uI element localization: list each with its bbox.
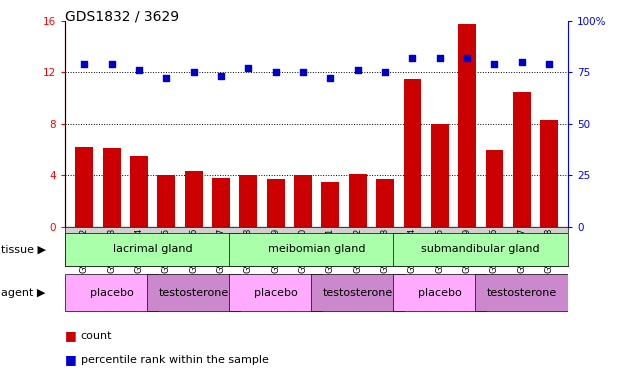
Bar [311, 274, 404, 311]
Point [489, 61, 499, 67]
Text: lacrimal gland: lacrimal gland [113, 244, 193, 254]
Bar [103, 148, 120, 227]
Text: placebo: placebo [254, 288, 297, 297]
Bar [158, 176, 175, 227]
Text: ■: ■ [65, 354, 77, 366]
Point [353, 67, 363, 73]
Text: GSM91250: GSM91250 [299, 228, 307, 273]
Point [216, 74, 226, 80]
Bar [294, 176, 312, 227]
Text: GSM91259: GSM91259 [463, 228, 471, 273]
Point [517, 59, 527, 65]
Text: GSM91244: GSM91244 [135, 228, 143, 273]
Point [298, 69, 308, 75]
Bar [147, 274, 240, 311]
Point [107, 61, 117, 67]
Text: GDS1832 / 3629: GDS1832 / 3629 [65, 9, 179, 23]
Bar [229, 232, 404, 266]
Text: agent ▶: agent ▶ [1, 288, 45, 297]
Text: GSM91257: GSM91257 [517, 228, 526, 273]
Point [435, 55, 445, 61]
Text: submandibular gland: submandibular gland [422, 244, 540, 254]
Text: ■: ■ [65, 329, 77, 342]
Text: testosterone: testosterone [158, 288, 229, 297]
Text: GSM91245: GSM91245 [162, 228, 171, 273]
Bar [65, 232, 240, 266]
Bar [240, 176, 257, 227]
Bar [393, 232, 568, 266]
Text: GSM91242: GSM91242 [80, 228, 89, 273]
Text: GSM91243: GSM91243 [107, 228, 116, 273]
Bar [65, 274, 158, 311]
Point [380, 69, 390, 75]
Bar [475, 274, 568, 311]
Bar [229, 274, 322, 311]
Text: GSM91254: GSM91254 [408, 228, 417, 273]
Bar [212, 178, 230, 227]
Bar [486, 150, 503, 227]
Bar [513, 92, 530, 227]
Point [271, 69, 281, 75]
Point [189, 69, 199, 75]
Text: placebo: placebo [418, 288, 461, 297]
Bar [76, 147, 93, 227]
Bar [404, 79, 421, 227]
Bar [130, 156, 148, 227]
Bar [540, 120, 558, 227]
Point [407, 55, 417, 61]
Bar [349, 174, 366, 227]
Text: GSM91248: GSM91248 [244, 228, 253, 273]
Point [79, 61, 89, 67]
Text: count: count [81, 331, 112, 340]
Text: GSM91256: GSM91256 [490, 228, 499, 273]
Text: placebo: placebo [90, 288, 134, 297]
Bar [393, 274, 486, 311]
Point [243, 65, 253, 71]
Text: meibomian gland: meibomian gland [268, 244, 366, 254]
Text: GSM91247: GSM91247 [217, 228, 225, 273]
Bar [267, 179, 284, 227]
Text: percentile rank within the sample: percentile rank within the sample [81, 355, 269, 365]
Text: GSM91251: GSM91251 [326, 228, 335, 273]
Point [161, 75, 171, 81]
Point [544, 61, 554, 67]
Point [134, 67, 144, 73]
Text: testosterone: testosterone [322, 288, 393, 297]
Bar [431, 124, 448, 227]
Bar [376, 179, 394, 227]
Text: GSM91246: GSM91246 [189, 228, 198, 273]
Text: GSM91249: GSM91249 [271, 228, 280, 273]
Text: GSM91255: GSM91255 [435, 228, 444, 273]
Text: GSM91252: GSM91252 [353, 228, 362, 273]
Text: testosterone: testosterone [487, 288, 557, 297]
Bar [458, 24, 476, 227]
Text: tissue ▶: tissue ▶ [1, 244, 46, 254]
Text: GSM91258: GSM91258 [545, 228, 553, 273]
Point [325, 75, 335, 81]
Point [462, 55, 472, 61]
Bar [185, 171, 202, 227]
Text: GSM91253: GSM91253 [381, 228, 389, 273]
Bar [322, 182, 339, 227]
